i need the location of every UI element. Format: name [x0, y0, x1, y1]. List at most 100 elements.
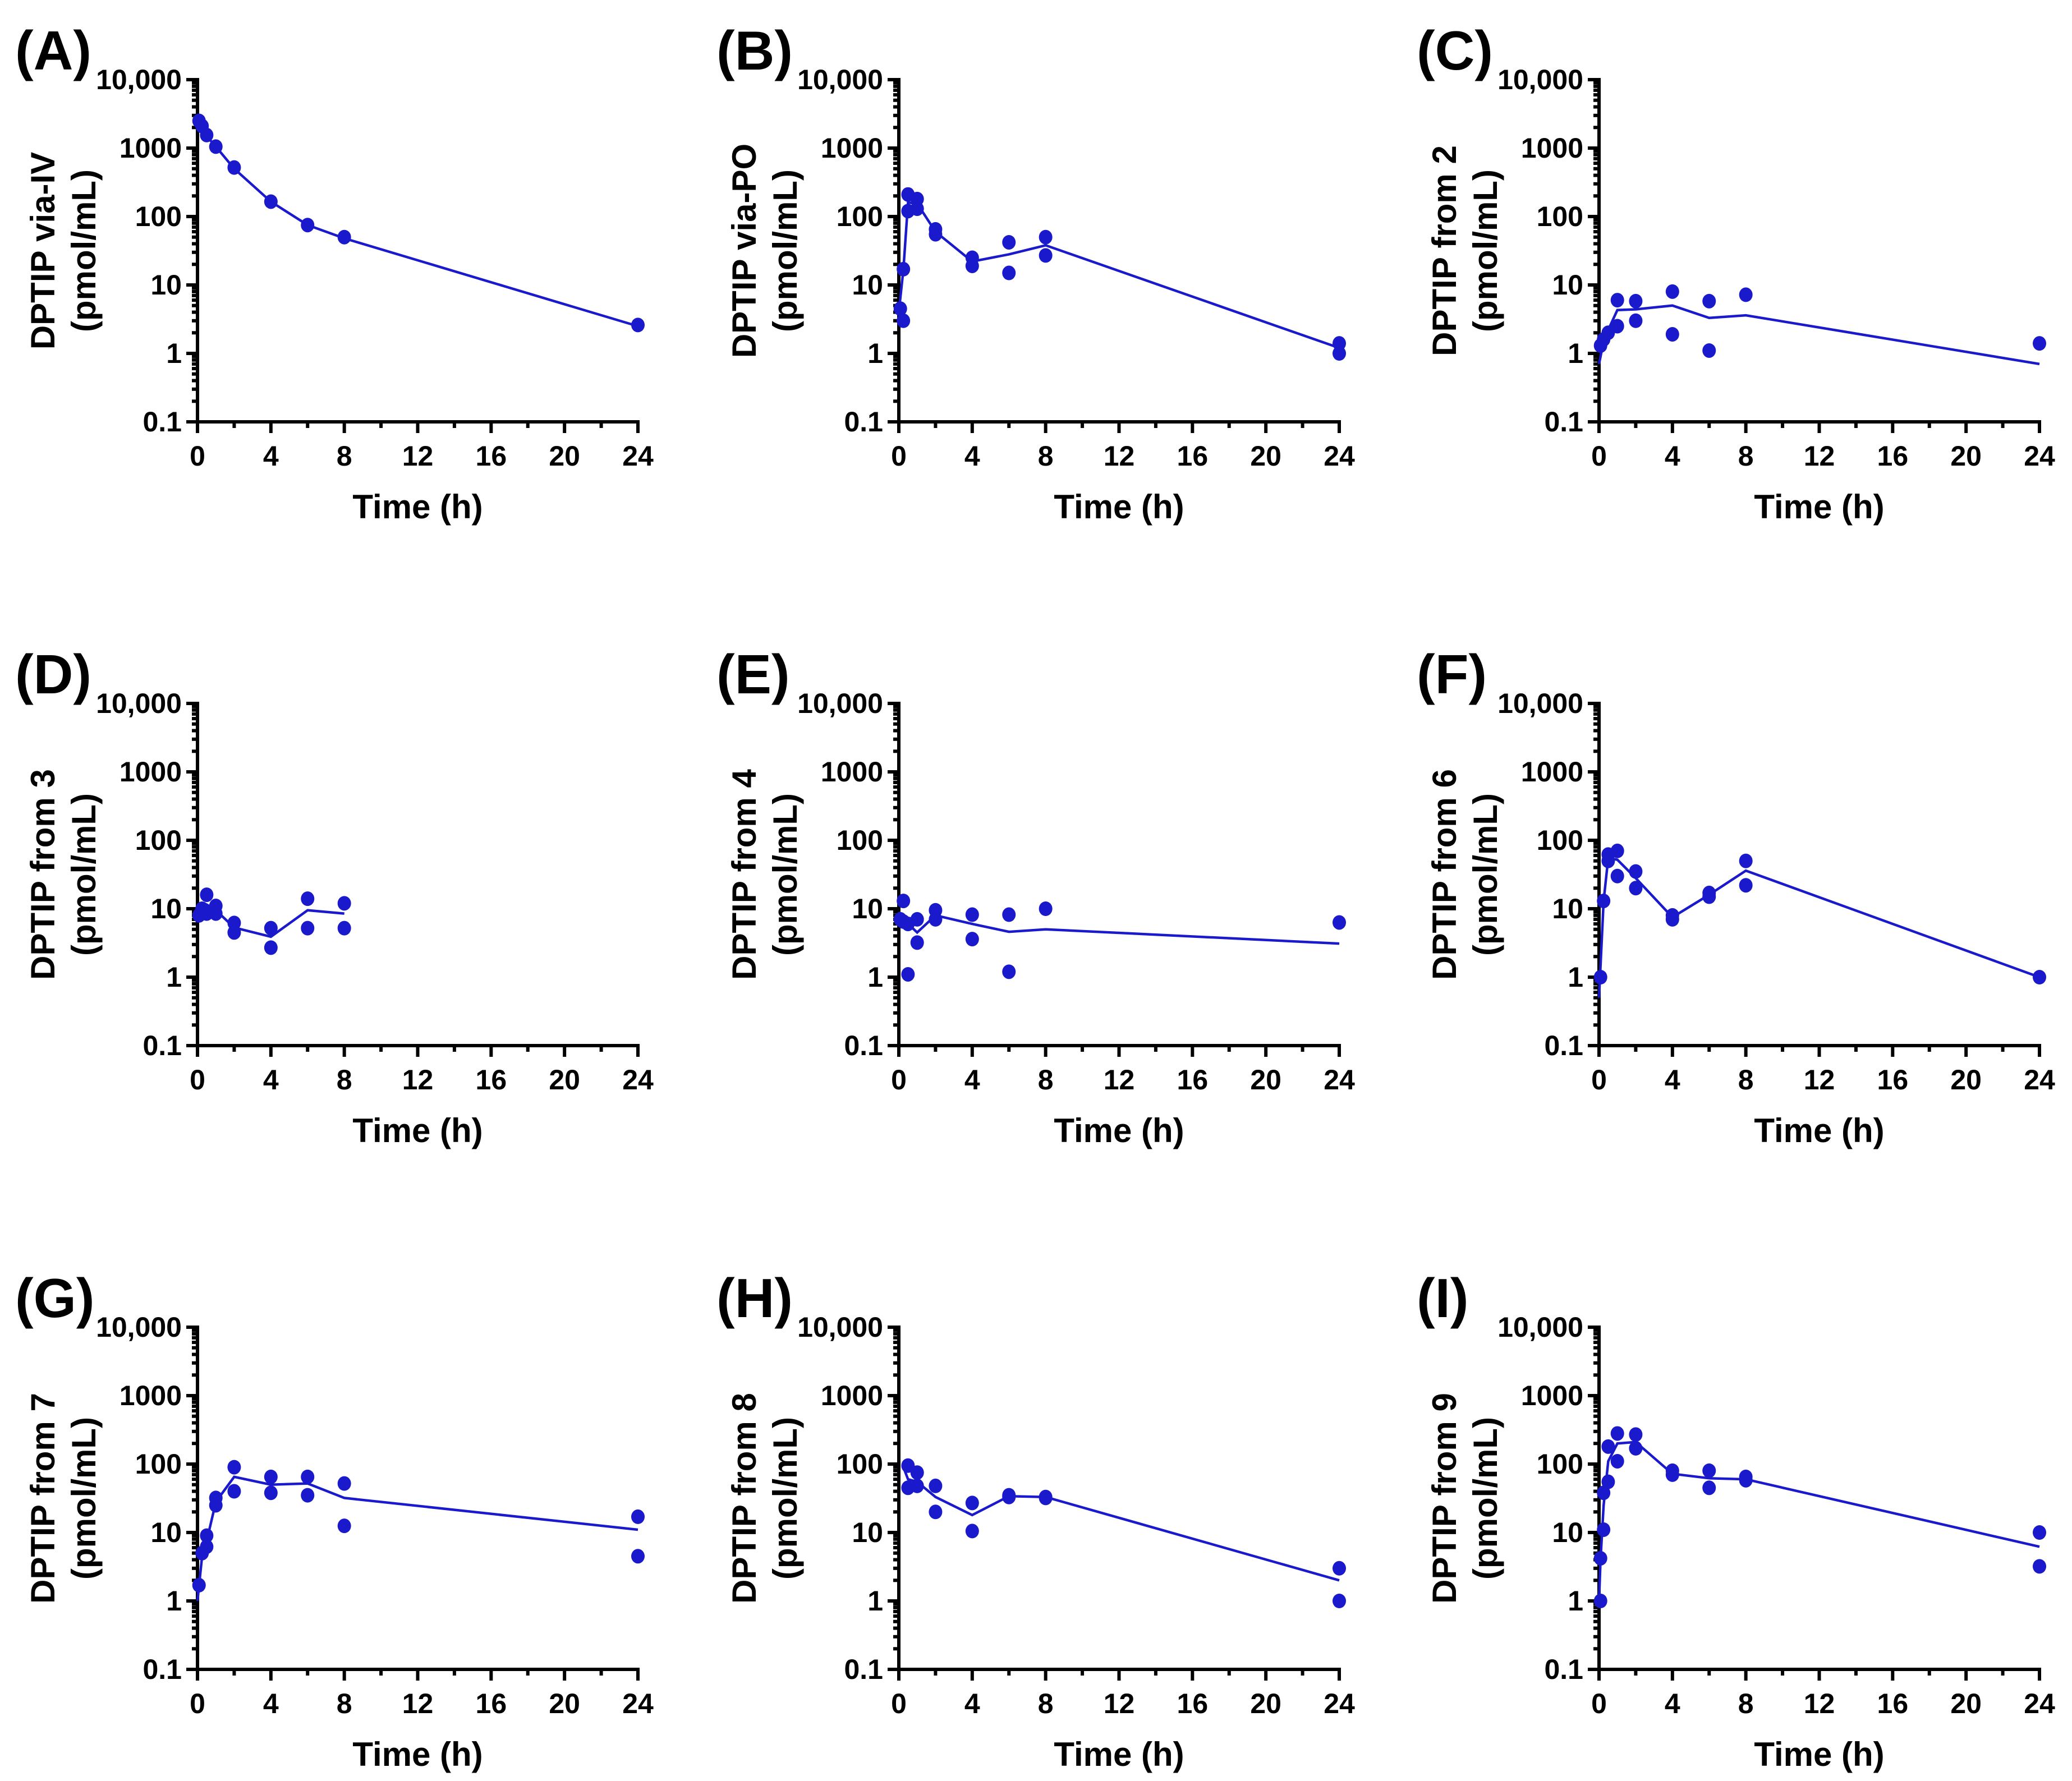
y-tick-label: 100	[1537, 201, 1583, 232]
data-point	[910, 935, 924, 950]
data-point	[1002, 265, 1016, 280]
y-axis-unit: (pmol/mL)	[1467, 169, 1504, 332]
data-point	[227, 160, 241, 175]
panel-label: (G)	[15, 1267, 95, 1329]
data-point	[1002, 234, 1016, 250]
y-axis-unit: (pmol/mL)	[766, 169, 804, 332]
y-axis-title: DPTIP from 2	[1426, 145, 1463, 356]
y-tick-label: 1	[166, 961, 182, 993]
fit-line	[898, 911, 1340, 945]
x-axis-title: Time (h)	[1054, 1736, 1184, 1773]
y-axis-unit: (pmol/mL)	[65, 169, 103, 332]
x-tick-label: 16	[476, 1064, 507, 1096]
data-point	[1629, 881, 1643, 896]
x-tick-label: 8	[1738, 1064, 1754, 1096]
data-point	[929, 912, 943, 927]
x-tick-label: 4	[1665, 1688, 1680, 1719]
data-point	[2033, 970, 2046, 984]
y-axis-unit: (pmol/mL)	[766, 793, 804, 956]
data-point	[1610, 1453, 1624, 1469]
y-tick-label: 0.1	[1544, 406, 1583, 438]
data-point	[227, 1484, 241, 1499]
y-tick-label: 10,000	[96, 688, 182, 719]
x-tick-label: 4	[964, 440, 980, 472]
data-point	[1610, 868, 1624, 883]
data-point	[1002, 1489, 1016, 1504]
data-point	[1039, 248, 1053, 263]
fit-line	[196, 1475, 638, 1601]
panel-f: (F) 0.1 1 10 100 1000 10,000 0 4 8 12 16 20 24 Time (h…	[1417, 643, 2055, 1149]
y-tick-label: 1	[1568, 1585, 1583, 1617]
data-point	[227, 1460, 241, 1475]
data-point	[1593, 970, 1607, 984]
data-point	[264, 940, 278, 955]
x-tick-label: 24	[622, 1688, 654, 1719]
y-tick-label: 1000	[1521, 132, 1583, 164]
data-point	[1665, 326, 1679, 342]
data-point	[901, 967, 915, 982]
data-point	[893, 301, 907, 316]
y-axis-title: DPTIP from 3	[24, 769, 62, 980]
fit-line	[1597, 857, 2040, 998]
data-point	[1629, 313, 1643, 328]
y-tick-label: 10,000	[797, 64, 883, 95]
x-tick-label: 0	[891, 1064, 907, 1096]
x-tick-label: 12	[1104, 1064, 1135, 1096]
x-axis-title: Time (h)	[352, 1112, 483, 1149]
x-tick-label: 20	[549, 1688, 580, 1719]
y-tick-label: 1000	[120, 132, 182, 164]
x-axis-title: Time (h)	[1054, 488, 1184, 526]
y-axis-unit: (pmol/mL)	[766, 1417, 804, 1580]
y-tick-label: 100	[837, 1448, 883, 1480]
y-tick-label: 10	[1552, 269, 1583, 301]
panel-label: (B)	[716, 20, 793, 81]
x-tick-label: 0	[891, 440, 907, 472]
data-point	[1333, 915, 1346, 930]
y-tick-label: 0.1	[1544, 1654, 1583, 1685]
data-point	[2033, 336, 2046, 351]
y-tick-label: 1	[166, 338, 182, 369]
panel-label: (F)	[1417, 643, 1487, 705]
x-tick-label: 8	[337, 1064, 352, 1096]
y-tick-label: 1000	[120, 756, 182, 788]
y-tick-label: 10	[1552, 893, 1583, 924]
x-tick-label: 12	[1804, 1064, 1835, 1096]
data-point	[264, 921, 278, 936]
x-tick-label: 4	[1665, 440, 1680, 472]
fit-line	[1597, 304, 2040, 366]
data-point	[1665, 1467, 1679, 1482]
data-point	[1702, 343, 1716, 358]
data-point	[200, 1539, 214, 1554]
x-tick-label: 8	[1738, 440, 1754, 472]
x-tick-label: 12	[1804, 1688, 1835, 1719]
x-axis-title: Time (h)	[1054, 1112, 1184, 1149]
data-point	[965, 258, 979, 273]
x-tick-label: 24	[1324, 1064, 1355, 1096]
data-point	[1629, 293, 1643, 309]
y-tick-label: 1000	[1521, 756, 1583, 788]
y-tick-label: 10	[852, 893, 883, 924]
x-tick-label: 12	[1104, 440, 1135, 472]
y-tick-label: 1	[867, 1585, 883, 1617]
panel-e: (E) 0.1 1 10 100 1000 10,000 0 4 8 12 16 20 24 Time (h…	[716, 643, 1355, 1149]
data-point	[1039, 229, 1053, 245]
data-point	[264, 194, 278, 209]
data-point	[1610, 1426, 1624, 1441]
y-tick-label: 1	[867, 338, 883, 369]
data-point	[910, 912, 924, 927]
y-axis-title: DPTIP from 7	[24, 1393, 62, 1604]
data-point	[337, 1476, 351, 1491]
data-point	[1739, 1472, 1753, 1488]
y-tick-label: 100	[837, 201, 883, 232]
data-point	[1610, 293, 1624, 308]
fit-line	[1597, 1441, 2040, 1601]
x-tick-label: 4	[1665, 1064, 1680, 1096]
data-point	[301, 1488, 315, 1503]
y-axis-unit: (pmol/mL)	[65, 793, 103, 956]
x-tick-label: 8	[1038, 440, 1054, 472]
y-tick-label: 100	[837, 825, 883, 856]
y-tick-label: 1	[1568, 338, 1583, 369]
y-tick-label: 10,000	[96, 1311, 182, 1343]
data-point	[929, 227, 943, 242]
